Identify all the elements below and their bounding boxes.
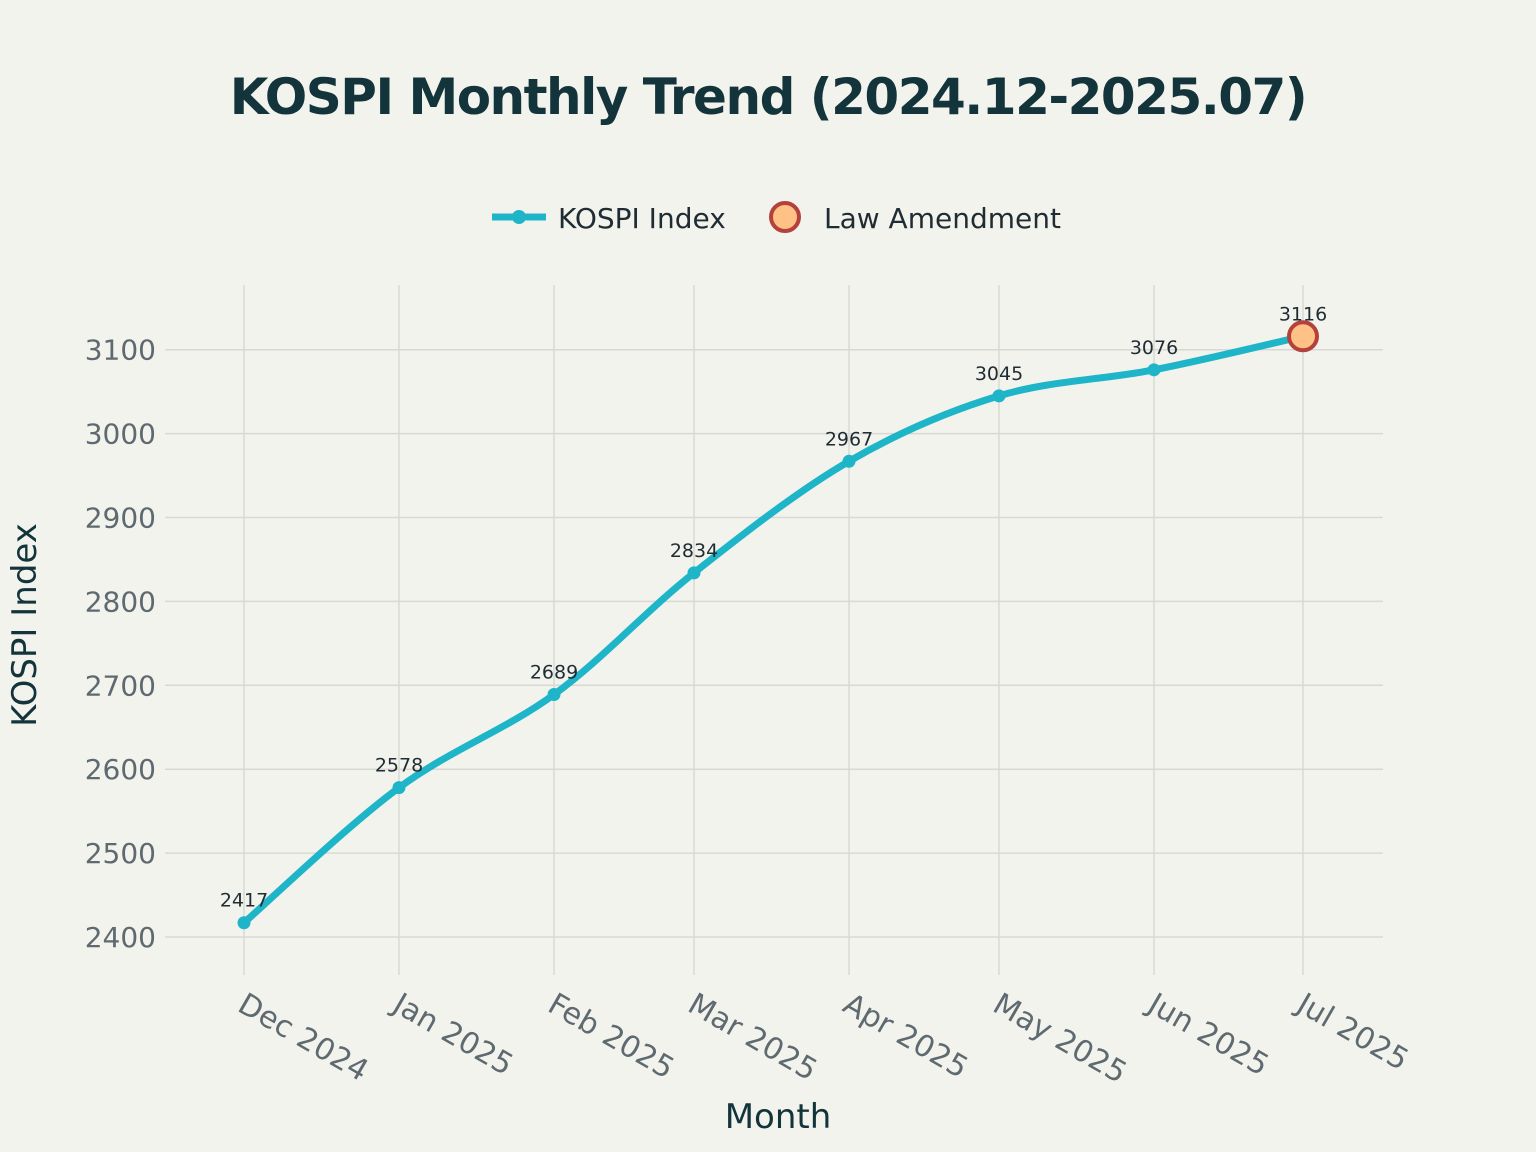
grid-vertical (243, 285, 1304, 975)
data-point (842, 454, 856, 468)
chart-title: KOSPI Monthly Trend (2024.12-2025.07) (230, 68, 1306, 126)
x-tick-label: Mar 2025 (682, 987, 823, 1089)
y-tick-label: 3000 (85, 418, 156, 451)
legend-line-marker (512, 210, 526, 224)
y-tick-label: 2500 (85, 837, 156, 870)
data-point (992, 389, 1006, 403)
grid-horizontal (165, 348, 1383, 938)
x-tick-label: Jul 2025 (1289, 986, 1414, 1078)
data-point (687, 566, 701, 580)
x-axis-ticks: Dec 2024 Jan 2025 Feb 2025 Mar 2025 Apr 2025… (232, 986, 1414, 1091)
data-point (1147, 363, 1161, 377)
y-tick-label: 2900 (85, 502, 156, 535)
y-tick-label: 2600 (85, 753, 156, 786)
data-label: 2417 (220, 890, 268, 912)
x-tick-label: Feb 2025 (542, 987, 680, 1087)
law-amendment-marker (1287, 320, 1319, 353)
data-point (547, 688, 561, 702)
y-axis-ticks: 2400 2500 2600 2700 2800 2900 3000 3100 (85, 334, 156, 954)
data-point (392, 781, 406, 795)
legend-amendment-marker (769, 201, 801, 233)
y-tick-label: 2700 (85, 669, 156, 702)
x-tick-label: Jun 2025 (1140, 986, 1274, 1084)
x-tick-label: Dec 2024 (232, 987, 374, 1089)
data-label: 3045 (975, 363, 1023, 385)
data-label: 3076 (1130, 337, 1178, 359)
x-axis-title: Month (725, 1097, 832, 1137)
y-tick-label: 2800 (85, 585, 156, 618)
data-label: 3116 (1279, 303, 1327, 325)
data-label: 2578 (375, 755, 423, 777)
y-tick-label: 3100 (85, 334, 156, 367)
kospi-series-line (240, 332, 1307, 927)
legend: KOSPI Index Law Amendment (492, 201, 1061, 235)
legend-label-amendment: Law Amendment (824, 202, 1061, 235)
data-labels: 2417 2578 2689 2834 2967 3045 3076 3116 (220, 303, 1327, 911)
x-tick-label: May 2025 (987, 987, 1133, 1091)
x-tick-label: Jan 2025 (385, 986, 519, 1083)
x-tick-label: Apr 2025 (837, 987, 974, 1086)
y-tick-label: 2400 (85, 921, 156, 954)
legend-label-kospi: KOSPI Index (558, 202, 726, 235)
y-axis-title: KOSPI Index (5, 523, 45, 727)
data-label: 2967 (825, 428, 873, 450)
data-label: 2689 (530, 662, 578, 684)
data-label: 2834 (670, 540, 718, 562)
data-point (237, 916, 251, 930)
